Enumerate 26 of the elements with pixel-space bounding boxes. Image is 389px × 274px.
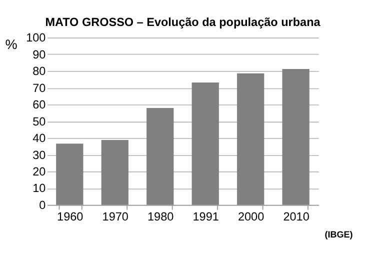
x-tick-label: 1991 <box>192 210 219 224</box>
x-tick-label: 1980 <box>148 210 174 224</box>
y-tick-label: 0 <box>39 198 46 212</box>
text: (IBGE) <box>324 229 353 240</box>
bar <box>237 73 264 205</box>
y-tick-label: 90 <box>32 48 46 62</box>
bar <box>101 140 128 205</box>
bar <box>56 144 84 205</box>
bar <box>282 69 310 205</box>
y-axis-title: % <box>5 36 18 52</box>
x-tick-label: 1970 <box>102 210 129 224</box>
bar <box>192 82 219 205</box>
y-tick-label: 70 <box>32 82 46 95</box>
x-tick-label: 1960 <box>57 210 84 224</box>
y-tick-label: 40 <box>32 132 46 146</box>
y-tick-label: 80 <box>32 65 46 78</box>
y-tick-label: 50 <box>32 115 46 128</box>
y-tick-label: 20 <box>32 165 46 178</box>
y-tick-label: 60 <box>32 98 46 112</box>
y-tick-label: 100 <box>26 32 46 45</box>
y-tick-label: 10 <box>32 182 46 196</box>
bar <box>146 108 174 205</box>
chart-title: MATO GROSSO – Evolução da população urbana <box>45 16 321 29</box>
x-tick-label: 2000 <box>238 210 265 224</box>
y-tick-label: 30 <box>32 148 46 162</box>
x-tick-label: 2010 <box>283 210 310 224</box>
